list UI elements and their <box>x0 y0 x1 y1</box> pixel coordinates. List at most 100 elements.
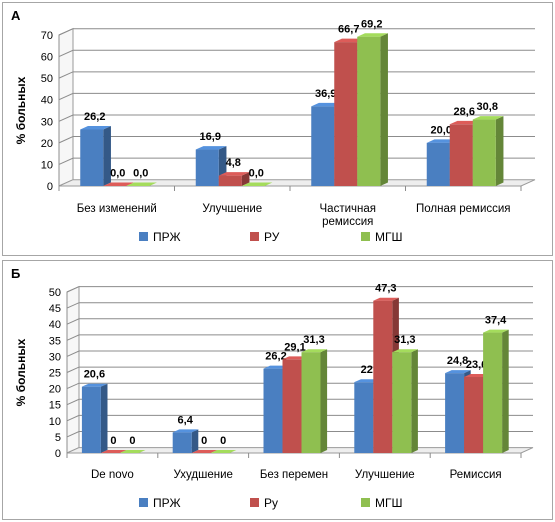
legend-swatch <box>361 232 370 241</box>
bar-front <box>472 119 496 186</box>
data-label: 24,8 <box>447 355 468 367</box>
gridline <box>66 318 533 325</box>
legend-label: МГШ <box>375 496 403 510</box>
data-label: 66,7 <box>338 24 359 36</box>
data-label: 6,4 <box>178 414 194 426</box>
data-label: 69,2 <box>361 18 382 30</box>
legend-swatch <box>250 232 259 241</box>
data-label: 16,9 <box>200 131 221 143</box>
data-label: 0,0 <box>249 168 264 180</box>
bar-top <box>195 146 227 150</box>
data-label: 0 <box>129 435 135 447</box>
bar-top <box>103 182 134 186</box>
bar-front <box>483 332 503 453</box>
bar-top <box>218 172 250 176</box>
data-label: 37,4 <box>485 315 507 327</box>
y-tick-label: 0 <box>47 181 53 193</box>
y-tick-label: 5 <box>55 432 61 444</box>
chart-panel-a: А 0 10 20 30 40 50 60 70 % больных 26,2 0,0 0,0 Без и… <box>2 2 553 256</box>
bar-top <box>80 126 111 130</box>
bar-front <box>392 352 412 453</box>
x-category-label: Без изменений <box>77 203 157 215</box>
data-label: 28,6 <box>454 106 475 118</box>
y-axis-label: % больных <box>14 338 28 406</box>
y-axis-label: % больных <box>14 76 28 144</box>
y-tick-label: 45 <box>49 303 61 315</box>
bar-ПРЖ-1 <box>172 429 199 453</box>
legend-label: ПРЖ <box>153 496 181 510</box>
y-tick-label: 70 <box>41 30 53 42</box>
bar-МГШ-2 <box>301 349 328 453</box>
bar-top <box>301 349 328 353</box>
panel-label: Б <box>11 266 20 281</box>
data-label: 23,6 <box>466 359 487 371</box>
legend-swatch <box>139 498 148 507</box>
bar-side <box>320 349 328 453</box>
bar-МГШ-0 <box>126 182 157 186</box>
data-label: 0 <box>110 435 116 447</box>
data-label: 0,0 <box>133 168 148 180</box>
bar-front <box>354 382 374 453</box>
bar-top <box>357 33 388 37</box>
y-tick-label: 40 <box>41 95 53 107</box>
bar-front <box>311 106 335 186</box>
data-label: 0 <box>220 435 226 447</box>
x-category-label: De novo <box>91 469 134 481</box>
bar-side <box>241 172 250 186</box>
bar-МГШ-1 <box>241 182 273 186</box>
y-tick-label: 30 <box>49 351 61 363</box>
bar-side <box>191 429 199 453</box>
bar-МГШ-4 <box>483 329 509 453</box>
y-tick-label: 10 <box>49 416 61 428</box>
bar-front <box>80 129 104 186</box>
bar-front <box>445 373 465 453</box>
bar-front <box>373 300 393 453</box>
bar-Ру-1 <box>191 450 218 453</box>
bar-top <box>172 429 199 433</box>
y-tick-label: 60 <box>41 52 53 64</box>
bar-side <box>502 329 509 453</box>
bar-МГШ-3 <box>392 349 418 453</box>
legend-label: МГШ <box>375 230 403 244</box>
bar-side <box>495 116 504 186</box>
gridline <box>58 71 535 79</box>
gridline <box>58 49 535 58</box>
legend-swatch <box>139 232 148 241</box>
data-label: 0,0 <box>110 168 125 180</box>
bar-МГШ-2 <box>357 33 388 187</box>
bar-РУ-1 <box>218 172 250 186</box>
gridline <box>66 334 533 341</box>
bar-front <box>282 359 302 453</box>
chart-panel-b: Б 0 5 10 15 20 25 30 35 40 45 50 % больных 20,6 0 0 De n… <box>2 260 553 520</box>
y-tick-label: 35 <box>49 335 61 347</box>
bar-top <box>100 450 127 453</box>
gridline <box>58 92 535 101</box>
y-tick-label: 50 <box>49 287 61 299</box>
bar-top <box>392 349 418 353</box>
bar-front <box>195 149 219 186</box>
bar-top <box>210 450 237 453</box>
bar-Ру-0 <box>100 450 127 453</box>
data-label: 26,2 <box>84 111 105 123</box>
y-tick-label: 30 <box>41 116 53 128</box>
data-label: 36,9 <box>315 88 336 100</box>
y-tick-label: 25 <box>49 368 61 380</box>
bar-front <box>218 175 242 186</box>
x-category-label: ремиссия <box>322 216 373 228</box>
y-tick-label: 20 <box>49 384 61 396</box>
data-label: 20,6 <box>84 369 105 381</box>
x-category-label: Частичная <box>320 203 376 215</box>
bar-top <box>445 370 471 374</box>
bar-side <box>380 33 388 186</box>
data-label: 30,8 <box>477 101 498 113</box>
data-label: 47,3 <box>375 283 396 295</box>
x-category-label: Ухудшение <box>173 469 232 481</box>
gridline <box>58 28 535 36</box>
bar-front <box>449 124 473 186</box>
bar-МГШ-1 <box>210 450 237 453</box>
data-label: 0 <box>201 435 207 447</box>
bar-top <box>191 450 218 453</box>
bar-top <box>373 297 399 301</box>
y-tick-label: 10 <box>41 159 53 171</box>
panel-label: А <box>11 8 21 23</box>
